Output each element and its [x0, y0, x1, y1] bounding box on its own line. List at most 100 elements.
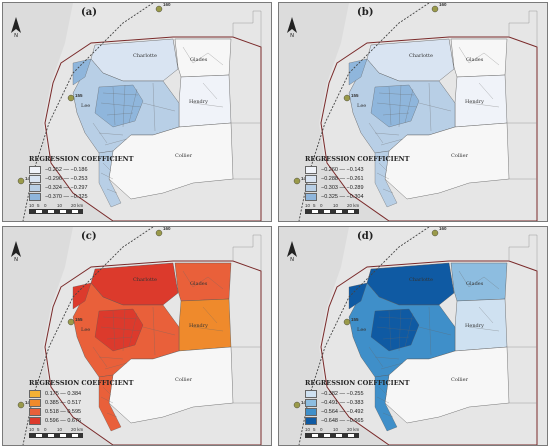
legend-label: 0.385 — 0.517 [45, 400, 82, 406]
legend-swatch [29, 184, 41, 192]
scale-label: 0 [44, 203, 47, 208]
scale-label: 5 [37, 203, 40, 208]
scale-line [305, 209, 359, 214]
scale-label: 10 [333, 427, 339, 432]
legend-item: −0.648 — −0.565 [305, 417, 415, 425]
scale-line [29, 433, 83, 438]
scale-line [29, 209, 83, 214]
legend-item: −0.491 — −0.383 [305, 399, 415, 407]
highway-label: 140 [301, 400, 309, 405]
highway-label: 160 [439, 226, 447, 231]
legend-item: −0.288 — −0.261 [305, 175, 415, 183]
scale-label: 20 km [71, 427, 84, 432]
panel-label: (a) [81, 7, 97, 18]
highway-label: 155 [75, 317, 83, 322]
highway-label: 160 [163, 2, 171, 7]
svg-text:N: N [14, 33, 18, 37]
legend-item: −0.564 — −0.492 [305, 408, 415, 416]
legend-item: −0.303 — −0.289 [305, 184, 415, 192]
legend-label: 0.175 — 0.384 [45, 391, 82, 397]
place-label-collier: Collier [451, 153, 468, 159]
legend-swatch [29, 408, 41, 416]
legend-swatch [305, 390, 317, 398]
map-panel: (c) N 160 155 140 Charlotte Glades Hendr… [2, 226, 272, 446]
place-label-hendry: Hendry [189, 99, 208, 105]
north-arrow-icon: N [11, 17, 21, 37]
legend: REGRESSION COEFFICIENT 0.175 — 0.384 0.3… [29, 379, 139, 426]
panel-label: (b) [357, 7, 374, 18]
legend-item: 0.596 — 0.676 [29, 417, 139, 425]
legend-item: −0.324 — −0.297 [29, 184, 139, 192]
place-label-hendry: Hendry [465, 323, 484, 329]
scale-bar: 10 5 0 10 20 km [305, 203, 365, 215]
legend: REGRESSION COEFFICIENT −0.252 — −0.186 −… [29, 155, 139, 202]
highway-label: 160 [439, 2, 447, 7]
legend-label: 0.596 — 0.676 [45, 418, 82, 424]
legend-item: −0.260 — −0.143 [305, 166, 415, 174]
legend-label: −0.288 — −0.261 [321, 176, 364, 182]
svg-text:N: N [290, 257, 294, 261]
legend-title: REGRESSION COEFFICIENT [29, 379, 134, 387]
legend: REGRESSION COEFFICIENT −0.260 — −0.143 −… [305, 155, 415, 202]
legend-label: −0.303 — −0.289 [321, 185, 364, 191]
legend-swatch [305, 175, 317, 183]
legend-swatch [305, 408, 317, 416]
place-label-collier: Collier [175, 377, 192, 383]
highway-label: 140 [25, 400, 33, 405]
place-label-hendry: Hendry [465, 99, 484, 105]
legend-label: 0.518 — 0.595 [45, 409, 82, 415]
place-label-lee: Lee [357, 327, 367, 333]
legend-swatch [29, 390, 41, 398]
highway-label: 140 [301, 176, 309, 181]
scale-label: 10 [57, 203, 63, 208]
legend-label: −0.491 — −0.383 [321, 400, 364, 406]
scale-bar: 10 5 0 10 20 km [29, 427, 89, 439]
legend-label: −0.252 — −0.186 [45, 167, 88, 173]
legend-label: −0.564 — −0.492 [321, 409, 364, 415]
panel-label: (c) [81, 231, 97, 242]
place-label-glades: Glades [190, 281, 208, 287]
map-panel: (b) N 160 155 140 Charlotte Glades Hendr… [278, 2, 548, 222]
legend-item: −0.370 — −0.325 [29, 193, 139, 201]
scale-label: 0 [320, 427, 323, 432]
scale-label: 0 [320, 203, 323, 208]
place-label-charlotte: Charlotte [133, 53, 158, 59]
place-label-glades: Glades [466, 281, 484, 287]
place-label-collier: Collier [175, 153, 192, 159]
scale-label: 5 [313, 427, 316, 432]
legend-title: REGRESSION COEFFICIENT [29, 155, 134, 163]
scale-bar: 10 5 0 10 20 km [305, 427, 365, 439]
north-arrow-icon: N [11, 241, 21, 261]
scale-bar: 10 5 0 10 20 km [29, 203, 89, 215]
scale-label: 10 [57, 427, 63, 432]
scale-label: 5 [37, 427, 40, 432]
legend-label: −0.260 — −0.143 [321, 167, 364, 173]
scale-label: 20 km [347, 203, 360, 208]
highway-label: 140 [25, 176, 33, 181]
place-label-lee: Lee [357, 103, 367, 109]
legend-item: 0.518 — 0.595 [29, 408, 139, 416]
scale-line [305, 433, 359, 438]
county-map [3, 3, 271, 221]
scale-label: 10 [305, 427, 311, 432]
legend-swatch [29, 399, 41, 407]
legend-item: 0.175 — 0.384 [29, 390, 139, 398]
legend-swatch [305, 184, 317, 192]
north-arrow-icon: N [287, 241, 297, 261]
legend-label: −0.382 — −0.255 [321, 391, 364, 397]
highway-label: 155 [75, 93, 83, 98]
legend-title: REGRESSION COEFFICIENT [305, 379, 410, 387]
legend-label: −0.370 — −0.325 [45, 194, 88, 200]
legend-swatch [305, 417, 317, 425]
legend-swatch [29, 193, 41, 201]
place-label-glades: Glades [466, 57, 484, 63]
place-label-charlotte: Charlotte [409, 53, 434, 59]
scale-label: 20 km [347, 427, 360, 432]
legend-swatch [305, 399, 317, 407]
legend-item: −0.325 — −0.304 [305, 193, 415, 201]
legend-swatch [29, 175, 41, 183]
legend-label: −0.648 — −0.565 [321, 418, 364, 424]
county-map [279, 227, 547, 445]
legend-swatch [305, 166, 317, 174]
place-label-charlotte: Charlotte [409, 277, 434, 283]
